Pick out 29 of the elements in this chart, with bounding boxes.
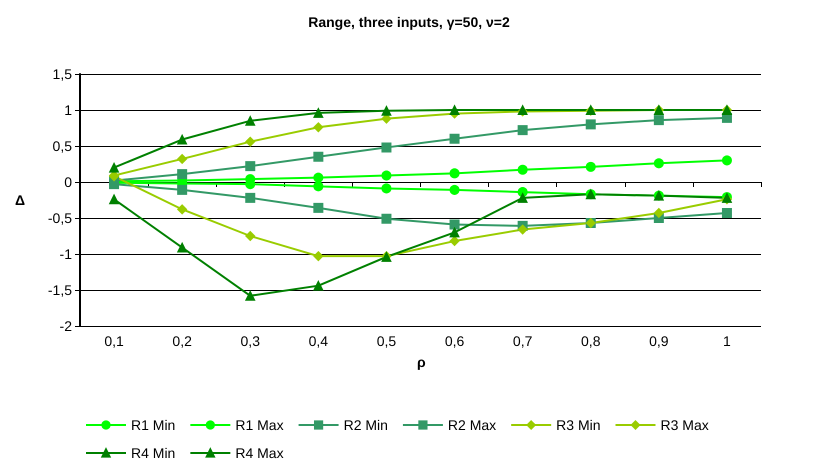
y-tick-label: -2	[60, 318, 72, 334]
chart-title: Range, three inputs, γ=50, ν=2	[308, 14, 510, 30]
x-tick-label: 0,9	[649, 333, 669, 349]
legend-label: R4 Min	[131, 445, 176, 461]
x-tick-label: 0,5	[376, 333, 396, 349]
y-tick-label: -1	[60, 246, 72, 262]
x-axis-title: ρ	[417, 354, 426, 370]
legend-label: R2 Max	[448, 417, 496, 433]
legend-label: R1 Min	[131, 417, 176, 433]
y-axis-title: Δ	[14, 192, 25, 208]
y-tick-label: 1	[64, 102, 72, 118]
x-tick-label: 0,7	[512, 333, 533, 349]
y-tick-label: -0,5	[48, 210, 72, 226]
x-tick-label: 0,6	[444, 333, 464, 349]
y-tick-label: 0	[64, 174, 72, 190]
legend-label: R2 Min	[344, 417, 388, 433]
x-tick-label: 0,4	[308, 333, 328, 349]
y-tick-label: -1,5	[48, 282, 72, 298]
x-tick-label: 0,1	[104, 333, 124, 349]
legend-label: R3 Max	[660, 417, 709, 433]
x-tick-label: 1	[723, 333, 732, 349]
legend-label: R4 Max	[235, 445, 284, 461]
x-tick-label: 0,3	[240, 333, 260, 349]
y-tick-label: 1,5	[52, 66, 72, 82]
y-tick-label: 0,5	[52, 138, 72, 154]
legend-label: R1 Max	[235, 417, 284, 433]
x-tick-label: 0,2	[172, 333, 192, 349]
x-tick-label: 0,8	[581, 333, 601, 349]
legend-label: R3 Min	[556, 417, 601, 433]
